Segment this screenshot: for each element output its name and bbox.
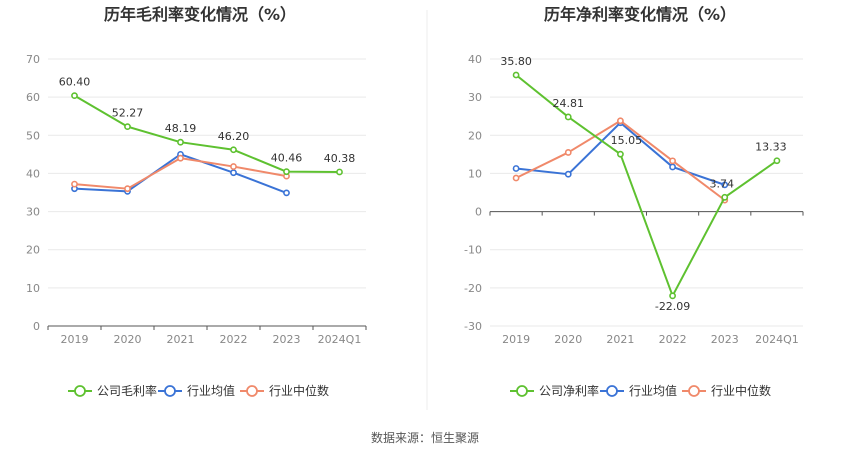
data-label: 46.20 — [218, 130, 250, 143]
data-point[interactable] — [617, 150, 624, 158]
x-tick-label: 2019 — [502, 333, 530, 346]
legend-marker-icon — [164, 385, 176, 397]
x-tick-label: 2022 — [659, 333, 687, 346]
x-tick-label: 2023 — [711, 333, 739, 346]
x-tick-label: 2024Q1 — [318, 333, 362, 346]
data-label: 40.46 — [271, 152, 303, 165]
y-tick-label: 40 — [468, 53, 482, 66]
data-point[interactable] — [669, 157, 676, 165]
chart-title: 历年净利率变化情况（%） — [544, 5, 736, 24]
gross-margin-chart: 历年毛利率变化情况（%） 0 10 20 30 40 50 60 70 2019 2020 2021… — [26, 5, 367, 398]
data-point[interactable] — [512, 165, 520, 172]
y-tick-label: -20 — [464, 282, 482, 295]
x-tick-label: 2019 — [61, 333, 89, 346]
legend-item[interactable]: 行业均值 — [158, 383, 235, 398]
data-label: 60.40 — [59, 76, 91, 89]
data-label: 3.74 — [710, 177, 735, 190]
x-tick-label: 2023 — [273, 333, 301, 346]
y-tick-label: 30 — [468, 91, 482, 104]
y-tick-label: -10 — [464, 244, 482, 257]
data-point[interactable] — [617, 117, 624, 125]
y-tick-label: 50 — [26, 129, 40, 142]
data-point[interactable] — [230, 169, 237, 177]
data-point[interactable] — [773, 157, 781, 165]
y-tick-label: 30 — [26, 206, 40, 219]
legend-marker-icon — [246, 385, 258, 397]
x-tick-label: 2020 — [554, 333, 582, 346]
data-point[interactable] — [512, 71, 520, 79]
legend-item[interactable]: 公司毛利率 — [68, 383, 157, 398]
legend-label: 公司毛利率 — [97, 383, 157, 398]
data-point[interactable] — [669, 292, 676, 300]
y-tick-label: 10 — [468, 167, 482, 180]
legend-label: 行业中位数 — [711, 383, 771, 398]
y-tick-label: -30 — [464, 320, 482, 333]
legend-item[interactable]: 公司净利率 — [510, 383, 599, 398]
y-tick-label: 40 — [26, 167, 40, 180]
legend-marker-icon — [74, 385, 86, 397]
legend-label: 公司净利率 — [539, 383, 599, 398]
data-point[interactable] — [230, 146, 237, 154]
data-label: 48.19 — [165, 122, 197, 135]
y-tick-label: 20 — [468, 129, 482, 142]
data-label: 35.80 — [500, 55, 532, 68]
legend-marker-icon — [516, 385, 528, 397]
y-tick-label: 0 — [475, 206, 482, 219]
data-point[interactable] — [669, 163, 676, 171]
data-label: 13.33 — [755, 141, 787, 154]
x-tick-label: 2022 — [220, 333, 248, 346]
data-point[interactable] — [564, 149, 572, 156]
data-point[interactable] — [564, 113, 572, 121]
data-point[interactable] — [71, 92, 78, 100]
data-point[interactable] — [177, 138, 184, 146]
data-label: 52.27 — [112, 107, 144, 120]
y-tick-label: 20 — [26, 244, 40, 257]
data-point[interactable] — [230, 163, 237, 170]
data-label: -22.09 — [655, 300, 690, 313]
y-tick-label: 0 — [33, 320, 40, 333]
y-tick-label: 60 — [26, 91, 40, 104]
series-line — [73, 94, 340, 173]
data-point[interactable] — [512, 174, 520, 182]
data-point[interactable] — [721, 181, 729, 189]
legend-label: 行业均值 — [187, 383, 235, 398]
x-tick-label: 2021 — [606, 333, 634, 346]
x-tick-label: 2021 — [167, 333, 195, 346]
chart-title: 历年毛利率变化情况（%） — [104, 5, 296, 24]
source-note: 数据来源：恒生聚源 — [371, 430, 479, 445]
data-label: 15.05 — [611, 134, 643, 147]
series-line — [515, 119, 726, 201]
legend-marker-icon — [688, 385, 700, 397]
legend-item[interactable]: 行业中位数 — [682, 383, 771, 398]
data-point[interactable] — [283, 168, 290, 176]
data-point[interactable] — [564, 170, 572, 178]
data-point[interactable] — [336, 168, 343, 176]
x-tick-label: 2020 — [114, 333, 142, 346]
data-point[interactable] — [124, 185, 131, 193]
y-tick-label: 70 — [26, 53, 40, 66]
y-tick-label: 10 — [26, 282, 40, 295]
data-label: 40.38 — [324, 152, 356, 165]
legend-label: 行业均值 — [629, 383, 677, 398]
data-point[interactable] — [177, 154, 184, 162]
legend-item[interactable]: 行业均值 — [600, 383, 677, 398]
data-point[interactable] — [283, 189, 290, 197]
legend-item[interactable]: 行业中位数 — [240, 383, 329, 398]
data-label: 24.81 — [553, 97, 585, 110]
legend-marker-icon — [606, 385, 618, 397]
series-line — [515, 74, 778, 297]
data-point[interactable] — [124, 123, 131, 131]
data-point[interactable] — [71, 180, 78, 188]
x-tick-label: 2024Q1 — [755, 333, 799, 346]
data-point[interactable] — [721, 193, 729, 201]
net-margin-chart: 历年净利率变化情况（%） -30 -20 -10 0 10 20 30 40 2019 2020 2… — [464, 5, 804, 398]
legend-label: 行业中位数 — [269, 383, 329, 398]
